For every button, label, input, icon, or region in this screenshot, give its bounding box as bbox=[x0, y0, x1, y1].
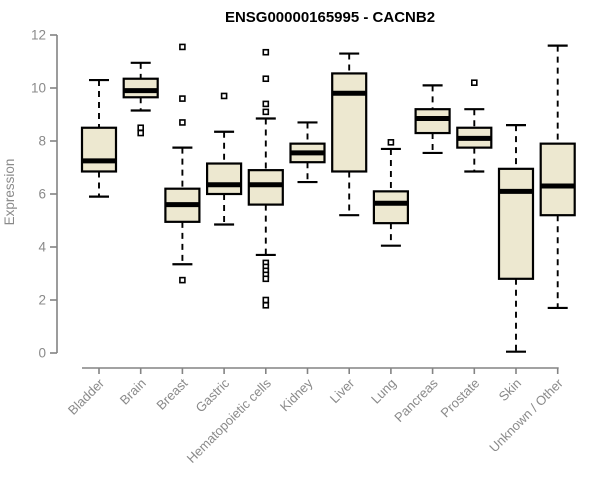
iqr-box bbox=[497, 167, 535, 280]
boxplot-unknown-other bbox=[539, 44, 576, 310]
iqr-box bbox=[206, 162, 243, 196]
boxplot-hematopoietic-cells bbox=[247, 48, 284, 309]
outlier-point bbox=[262, 48, 270, 56]
y-axis: 0 2 4 6 8 10 12 bbox=[31, 28, 58, 361]
outlier-point bbox=[262, 301, 270, 309]
boxplot-liver bbox=[331, 52, 368, 217]
y-tick-label: 8 bbox=[38, 134, 46, 149]
x-tick-label: Bladder bbox=[65, 375, 108, 418]
outlier-point bbox=[220, 92, 228, 100]
y-tick-label: 0 bbox=[38, 346, 46, 361]
x-tick-label: Gastric bbox=[193, 375, 233, 415]
iqr-box bbox=[414, 108, 451, 135]
boxplot-series bbox=[80, 43, 576, 353]
outlier-point bbox=[262, 75, 270, 83]
boxplot-brain bbox=[122, 61, 159, 137]
iqr-box bbox=[331, 72, 368, 173]
y-tick-label: 2 bbox=[38, 293, 46, 308]
y-tick-label: 12 bbox=[31, 28, 46, 43]
x-tick-label: Kidney bbox=[277, 375, 316, 414]
outlier-point bbox=[179, 95, 186, 102]
x-tick-label: Lung bbox=[368, 376, 399, 407]
outlier-point bbox=[470, 79, 478, 86]
outlier-point bbox=[179, 119, 186, 126]
boxplot-gastric bbox=[206, 92, 243, 226]
boxplot-kidney bbox=[289, 121, 326, 184]
x-tick-label: Skin bbox=[496, 376, 524, 404]
y-tick-label: 10 bbox=[31, 81, 46, 96]
iqr-box bbox=[80, 126, 118, 173]
y-tick-label: 4 bbox=[38, 240, 46, 255]
outlier-point bbox=[137, 124, 144, 132]
boxplot-bladder bbox=[80, 78, 118, 198]
boxplot-prostate bbox=[456, 79, 493, 173]
outlier-point bbox=[262, 100, 270, 108]
outlier-point bbox=[262, 108, 270, 116]
boxplot-pancreas bbox=[414, 84, 451, 155]
boxplot-skin bbox=[497, 123, 535, 353]
y-axis-label: Expression bbox=[2, 159, 17, 226]
x-tick-label: Prostate bbox=[438, 376, 483, 421]
chart-title: ENSG00000165995 - CACNB2 bbox=[225, 9, 435, 26]
x-tick-label: Liver bbox=[327, 375, 358, 406]
x-tick-label: Pancreas bbox=[391, 375, 441, 425]
boxplot-breast bbox=[164, 43, 201, 284]
x-tick-label: Brain bbox=[117, 376, 149, 408]
iqr-box bbox=[539, 142, 576, 217]
iqr-box bbox=[247, 169, 284, 206]
outlier-point bbox=[179, 276, 186, 284]
iqr-box bbox=[122, 77, 159, 99]
y-tick-label: 6 bbox=[38, 187, 46, 202]
outlier-point bbox=[262, 296, 270, 304]
x-tick-label: Unknown / Other bbox=[486, 375, 566, 455]
outlier-point bbox=[387, 139, 395, 146]
x-tick-label: Breast bbox=[153, 375, 190, 412]
boxplot-lung bbox=[372, 139, 409, 247]
outlier-point bbox=[179, 43, 186, 51]
outlier-point bbox=[262, 275, 270, 283]
iqr-box bbox=[372, 190, 409, 225]
outlier-point bbox=[137, 129, 144, 137]
